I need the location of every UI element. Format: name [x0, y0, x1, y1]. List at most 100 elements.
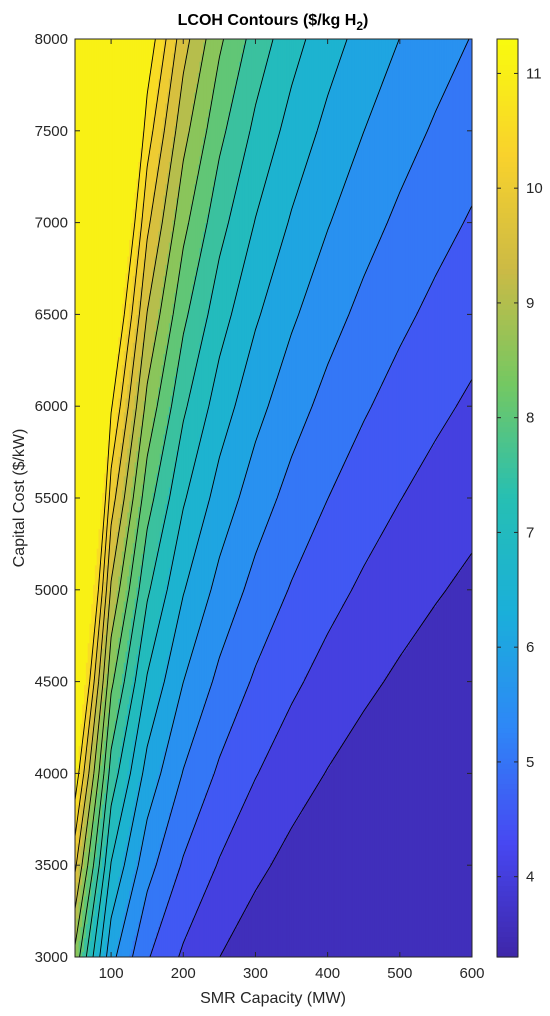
contour-fill-cell	[208, 397, 211, 496]
contour-fill-cell	[215, 367, 219, 468]
contour-fill-cell	[219, 153, 222, 254]
colorbar-segment	[497, 79, 518, 86]
contour-fill-cell	[325, 97, 329, 235]
contour-fill-cell	[260, 422, 264, 538]
contour-fill-cell	[452, 72, 455, 243]
contour-fill-cell	[129, 695, 132, 761]
contour-fill-cell	[392, 664, 395, 957]
contour-fill-cell	[132, 542, 136, 610]
contour-fill-cell	[134, 395, 137, 463]
contour-fill-cell	[430, 609, 433, 957]
contour-fill-cell	[278, 728, 282, 850]
contour-fill-cell	[266, 637, 269, 755]
contour-fill-cell	[221, 951, 224, 957]
contour-fill-cell	[453, 575, 457, 957]
contour-fill-cell	[327, 361, 331, 499]
contour-fill-cell	[470, 381, 472, 555]
contour-fill-cell	[127, 770, 130, 836]
colorbar-segment	[497, 564, 518, 570]
contour-fill-cell	[174, 375, 177, 463]
colorbar-tick-label: 4	[526, 869, 534, 886]
contour-fill-cell	[235, 606, 238, 713]
contour-fill-cell	[452, 242, 455, 413]
contour-fill-cell	[432, 445, 435, 608]
contour-fill-cell	[464, 561, 468, 957]
contour-fill-cell	[224, 434, 228, 538]
contour-fill-cell	[141, 553, 145, 627]
contour-fill-cell	[287, 831, 291, 957]
x-tick-label: 500	[387, 965, 412, 982]
contour-fill-cell	[89, 623, 92, 669]
contour-fill-cell	[295, 69, 298, 196]
contour-fill-cell	[112, 904, 116, 957]
contour-fill-cell	[385, 39, 388, 73]
contour-fill-cell	[289, 336, 293, 460]
contour-fill-cell	[91, 651, 94, 697]
contour-fill-cell	[443, 425, 446, 594]
contour-fill-cell	[132, 873, 136, 941]
contour-fill-cell	[121, 737, 125, 800]
contour-fill-cell	[232, 826, 235, 933]
contour-fill-cell	[147, 523, 150, 599]
contour-fill-cell	[437, 39, 441, 107]
contour-fill-cell	[291, 453, 294, 580]
contour-fill-cell	[367, 267, 370, 413]
contour-fill-cell	[369, 261, 372, 410]
colorbar-segment	[497, 370, 518, 377]
contour-fill-cell	[194, 823, 197, 916]
contour-fill-cell	[132, 609, 136, 677]
contour-fill-cell	[222, 136, 226, 240]
contour-fill-cell	[462, 564, 466, 957]
contour-line	[132, 39, 470, 957]
contour-fill-cell	[385, 375, 388, 527]
contour-fill-cell	[118, 937, 121, 957]
contour-fill-cell	[466, 214, 469, 388]
contour-fill-cell	[224, 128, 228, 232]
contour-fill-cell	[132, 342, 136, 410]
contour-fill-cell	[453, 408, 457, 577]
contour-fill-cell	[129, 954, 132, 957]
contour-fill-cell	[215, 269, 219, 368]
contour-fill-cell	[129, 370, 132, 435]
contour-fill-cell	[111, 801, 114, 858]
contour-fill-cell	[307, 39, 311, 157]
contour-fill-cell	[201, 520, 204, 616]
contour-fill-cell	[268, 166, 271, 285]
contour-fill-cell	[165, 826, 168, 908]
contour-line	[75, 39, 207, 946]
contour-fill-cell	[111, 912, 114, 957]
contour-fill-cell	[262, 762, 266, 877]
contour-fill-cell	[280, 845, 284, 957]
contour-fill-cell	[296, 39, 300, 65]
contour-fill-cell	[143, 258, 146, 332]
contour-fill-cell	[197, 258, 201, 352]
contour-fill-cell	[215, 39, 219, 73]
contour-fill-cell	[174, 628, 177, 713]
contour-fill-cell	[222, 339, 226, 443]
contour-fill-cell	[145, 39, 148, 101]
contour-fill-cell	[441, 97, 444, 263]
contour-fill-cell	[102, 909, 105, 957]
contour-fill-cell	[347, 172, 350, 315]
contour-fill-cell	[161, 208, 165, 288]
contour-fill-cell	[464, 39, 468, 46]
contour-fill-cell	[304, 804, 307, 957]
contour-fill-cell	[181, 339, 184, 427]
contour-fill-cell	[136, 39, 139, 179]
colorbar-segment	[497, 926, 518, 933]
contour-fill-cell	[390, 39, 394, 60]
contour-fill-cell	[192, 918, 195, 957]
contour-fill-cell	[286, 467, 289, 591]
contour-fill-cell	[401, 39, 405, 188]
contour-fill-cell	[102, 39, 105, 494]
contour-fill-cell	[331, 353, 334, 491]
contour-fill-cell	[410, 481, 414, 641]
contour-fill-cell	[130, 684, 134, 752]
contour-fill-cell	[228, 731, 231, 836]
contour-fill-cell	[253, 219, 257, 335]
colorbar-segment	[497, 120, 518, 127]
contour-fill-cell	[233, 192, 237, 299]
contour-fill-cell	[208, 687, 211, 786]
colorbar-segment	[497, 747, 518, 754]
contour-fill-cell	[190, 203, 193, 293]
